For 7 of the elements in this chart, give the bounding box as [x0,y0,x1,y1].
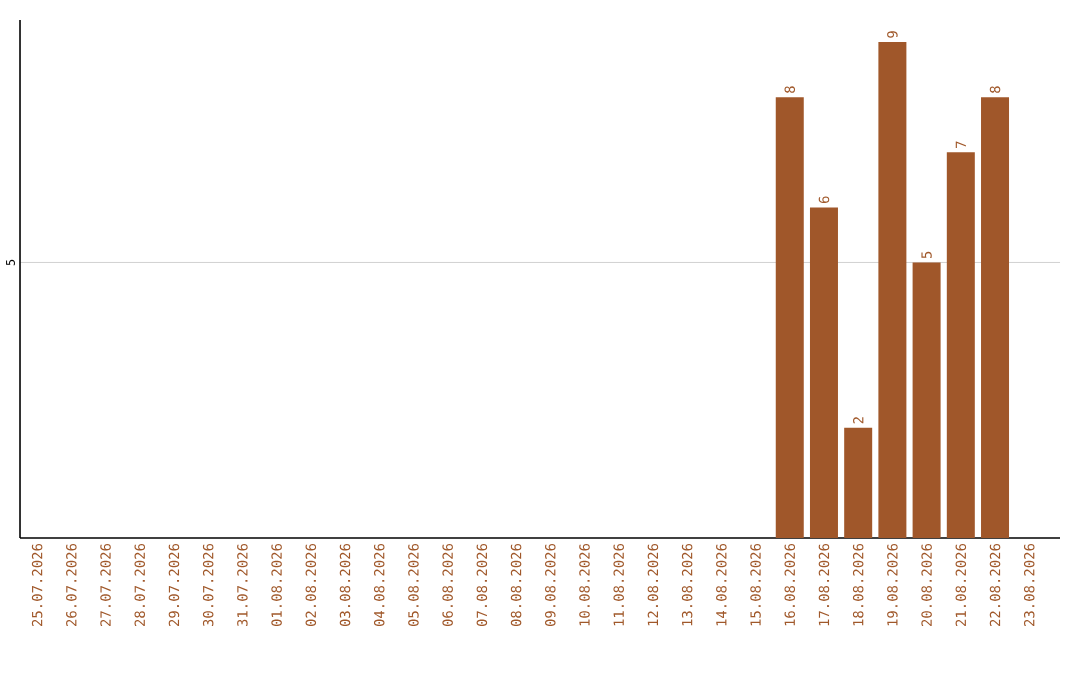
bar [878,42,907,538]
bar [912,262,941,538]
bar [844,427,873,538]
bar [981,97,1010,538]
bar [809,207,838,538]
bar [775,97,804,538]
bar [946,152,975,538]
